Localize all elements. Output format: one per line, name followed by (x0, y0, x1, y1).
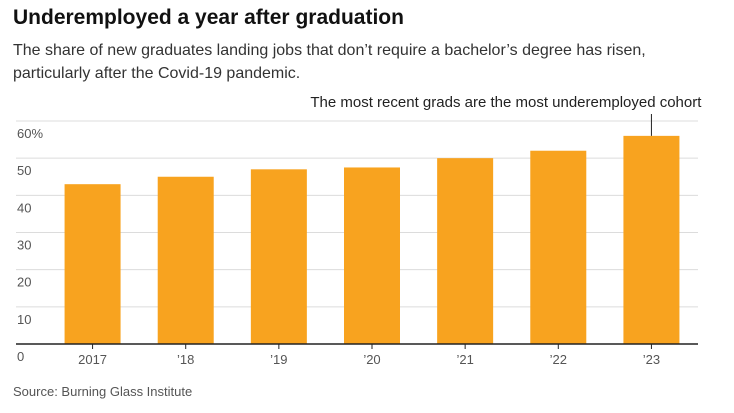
annotation-text: The most recent grads are the most under… (310, 94, 702, 111)
chart-title: Underemployed a year after graduation (13, 6, 404, 29)
source-note: Source: Burning Glass Institute (13, 384, 193, 399)
y-tick-label: 0 (17, 349, 24, 364)
y-tick-label: 50 (17, 163, 31, 178)
bar (157, 176, 214, 344)
x-tick-label: ’20 (363, 352, 380, 367)
y-tick-label: 60% (17, 126, 43, 141)
y-tick-label: 10 (17, 312, 31, 327)
x-tick-label: ’21 (456, 352, 473, 367)
bar (250, 169, 307, 344)
bar (437, 158, 494, 344)
x-tick-label: 2017 (78, 352, 107, 367)
bar (623, 135, 680, 344)
y-tick-label: 40 (17, 200, 31, 215)
bar (344, 167, 400, 344)
x-tick-label: ’19 (270, 352, 287, 367)
y-tick-label: 30 (17, 238, 31, 253)
x-tick-label: ’18 (177, 352, 194, 367)
x-tick-label: ’23 (643, 352, 660, 367)
bar (530, 150, 587, 344)
bar (64, 184, 121, 344)
x-tick-label: ’22 (550, 352, 567, 367)
chart-subtitle: The share of new graduates landing jobs … (13, 42, 646, 82)
y-tick-label: 20 (17, 275, 31, 290)
